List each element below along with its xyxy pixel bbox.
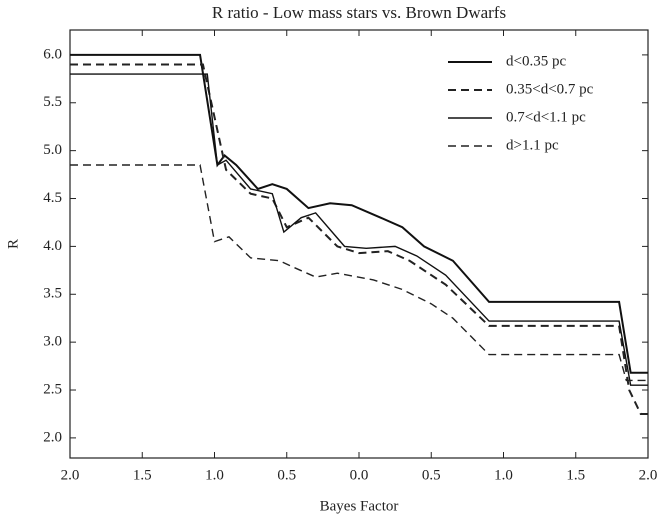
x-tick-label: 2.0 — [639, 467, 658, 483]
y-tick-label: 4.0 — [43, 238, 62, 254]
series-line — [70, 53, 648, 374]
legend-label: 0.7<d<1.1 pc — [506, 109, 586, 125]
y-tick-label: 6.0 — [43, 46, 62, 62]
y-tick-label: 2.5 — [43, 381, 62, 397]
x-tick-label: 2.0 — [61, 467, 80, 483]
y-tick-label: 5.5 — [43, 94, 62, 110]
series-line — [70, 63, 648, 415]
y-tick-label: 5.0 — [43, 142, 62, 158]
x-tick-label: 1.0 — [494, 467, 513, 483]
y-tick-label: 3.0 — [43, 334, 62, 350]
series-line — [70, 164, 648, 382]
legend-label: 0.35<d<0.7 pc — [506, 81, 594, 97]
x-tick-label: 1.0 — [205, 467, 224, 483]
series-line — [70, 73, 648, 386]
x-tick-label: 0.5 — [277, 467, 296, 483]
x-tick-label: 0.5 — [422, 467, 441, 483]
legend-label: d>1.1 pc — [506, 137, 559, 153]
x-tick-label: 0.0 — [350, 467, 369, 483]
legend-label: d<0.35 pc — [506, 53, 566, 69]
y-tick-label: 3.5 — [43, 286, 62, 302]
y-tick-label: 2.0 — [43, 429, 62, 445]
x-tick-label: 1.5 — [133, 467, 152, 483]
chart-title: R ratio - Low mass stars vs. Brown Dwarf… — [212, 3, 506, 22]
y-axis-label: R — [5, 239, 21, 249]
x-tick-label: 1.5 — [566, 467, 585, 483]
y-tick-label: 4.5 — [43, 190, 62, 206]
x-axis-label: Bayes Factor — [320, 498, 399, 514]
